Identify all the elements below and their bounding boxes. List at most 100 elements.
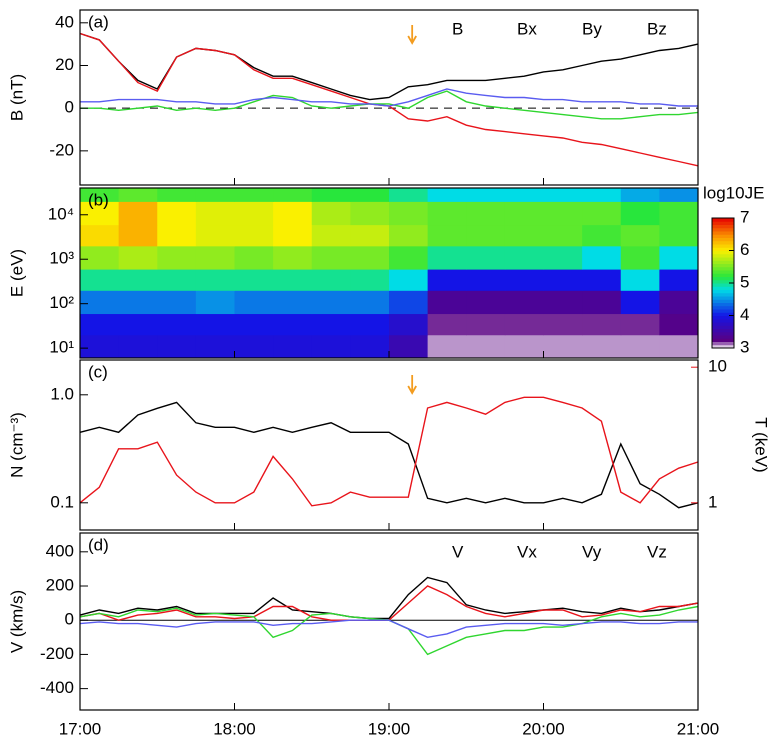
event-arrow bbox=[407, 375, 417, 395]
heatmap-cell bbox=[195, 269, 235, 291]
colorbar-segment bbox=[712, 309, 734, 313]
heatmap-cell bbox=[350, 224, 390, 247]
x-tick-label: 19:00 bbox=[368, 719, 411, 738]
y-axis-label: N (cm⁻³) bbox=[7, 412, 26, 478]
heatmap-cell bbox=[659, 313, 699, 336]
colorbar-segment bbox=[712, 231, 734, 235]
heatmap-cell bbox=[80, 269, 120, 291]
colorbar-segment bbox=[712, 227, 734, 232]
heatmap-cell bbox=[157, 188, 197, 202]
panel-label: (d) bbox=[88, 535, 109, 554]
heatmap-cell bbox=[311, 245, 351, 270]
heatmap-cell bbox=[118, 188, 158, 202]
colorbar-segment bbox=[712, 344, 734, 349]
heatmap-cell bbox=[504, 245, 544, 270]
colorbar-segment bbox=[712, 292, 734, 297]
heatmap-cell bbox=[311, 290, 351, 315]
heatmap-cell bbox=[118, 245, 158, 270]
colorbar-segment bbox=[712, 338, 734, 342]
heatmap-cell bbox=[157, 269, 197, 291]
colorbar-segment bbox=[712, 322, 734, 326]
colorbar-segment bbox=[712, 273, 734, 277]
heatmap-cell bbox=[234, 313, 274, 336]
heatmap-cell bbox=[80, 188, 120, 202]
heatmap-cell bbox=[80, 313, 120, 336]
heatmap-cell bbox=[389, 201, 429, 226]
heatmap-cell bbox=[311, 269, 351, 291]
heatmap-cell bbox=[504, 313, 544, 336]
colorbar-segment bbox=[712, 279, 734, 284]
heatmap-cell bbox=[273, 334, 313, 359]
heatmap-cell bbox=[659, 201, 699, 226]
heatmap-cell bbox=[427, 269, 467, 291]
y2-tick-label: 10 bbox=[708, 357, 727, 376]
colorbar-segment bbox=[712, 325, 734, 329]
heatmap-cell bbox=[80, 201, 120, 226]
heatmap-cell bbox=[234, 269, 274, 291]
heatmap-cell bbox=[427, 313, 467, 336]
series-line bbox=[80, 90, 699, 120]
panel-label: (b) bbox=[88, 190, 109, 209]
heatmap-cell bbox=[273, 224, 313, 247]
y2-tick-label: 1 bbox=[708, 492, 717, 511]
heatmap-cell bbox=[620, 269, 660, 291]
heatmap-cell bbox=[234, 290, 274, 315]
heatmap-cell bbox=[620, 290, 660, 315]
heatmap-cell bbox=[582, 245, 622, 270]
heatmap-cell bbox=[582, 224, 622, 247]
heatmap-cell bbox=[157, 201, 197, 226]
heatmap-cell bbox=[504, 188, 544, 202]
heatmap-cell bbox=[543, 313, 583, 336]
colorbar-segment bbox=[712, 341, 734, 346]
heatmap-cell bbox=[620, 313, 660, 336]
heatmap-cell bbox=[350, 188, 390, 202]
heatmap-cell bbox=[543, 334, 583, 359]
heatmap-cell bbox=[504, 334, 544, 359]
heatmap-cell bbox=[427, 290, 467, 315]
colorbar-segment bbox=[712, 240, 734, 245]
heatmap-cell bbox=[620, 224, 660, 247]
heatmap-cell bbox=[582, 269, 622, 291]
colorbar-segment bbox=[712, 221, 734, 225]
heatmap-cell bbox=[273, 201, 313, 226]
heatmap-cell bbox=[659, 245, 699, 270]
colorbar-segment bbox=[712, 335, 734, 339]
y-tick-label: 0 bbox=[65, 98, 74, 117]
heatmap-cell bbox=[427, 224, 467, 247]
x-tick-label: 17:00 bbox=[59, 719, 102, 738]
heatmap-cell bbox=[389, 313, 429, 336]
heatmap-cell bbox=[427, 334, 467, 359]
colorbar-tick-label: 5 bbox=[740, 272, 749, 291]
heatmap-cell bbox=[195, 334, 235, 359]
series-line bbox=[79, 32, 699, 101]
colorbar-segment bbox=[712, 276, 734, 281]
y-axis-label: V (km/s) bbox=[7, 590, 26, 653]
colorbar-segment bbox=[712, 263, 734, 268]
y-tick-label: 10⁴ bbox=[48, 204, 74, 223]
heatmap-cell bbox=[350, 201, 390, 226]
colorbar-tick-label: 4 bbox=[740, 305, 749, 324]
heatmap-cell bbox=[466, 245, 506, 270]
heatmap-cell bbox=[157, 334, 197, 359]
heatmap-cell bbox=[620, 188, 660, 202]
colorbar-segment bbox=[712, 257, 734, 261]
heatmap-cell bbox=[157, 224, 197, 247]
heatmap-cell bbox=[466, 313, 506, 336]
y-tick-label: 200 bbox=[46, 575, 74, 594]
panel-frame bbox=[79, 359, 699, 531]
y-tick-label: 10² bbox=[49, 293, 74, 312]
heatmap-cell bbox=[80, 245, 120, 270]
colorbar-segment bbox=[712, 305, 734, 310]
y-tick-label: 400 bbox=[46, 541, 74, 560]
heatmap-cell bbox=[620, 201, 660, 226]
legend-entry: Vz bbox=[647, 542, 667, 561]
heatmap-cell bbox=[118, 224, 158, 247]
heatmap-cell bbox=[118, 201, 158, 226]
series-line bbox=[79, 585, 699, 621]
heatmap-cell bbox=[504, 224, 544, 247]
series-line bbox=[79, 619, 698, 639]
heatmap-cell bbox=[466, 334, 506, 359]
heatmap-cell bbox=[389, 188, 429, 202]
colorbar-label: log10JE bbox=[703, 183, 764, 202]
